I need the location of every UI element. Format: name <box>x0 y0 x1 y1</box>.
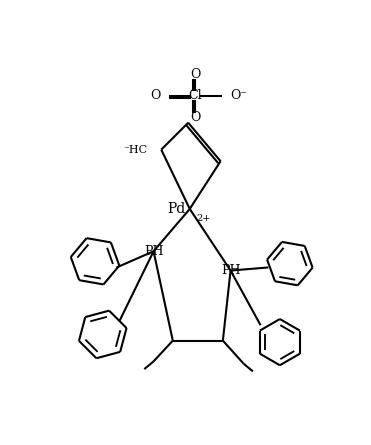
Text: 2+: 2+ <box>196 214 210 222</box>
Text: Pd: Pd <box>168 202 186 216</box>
Text: Cl: Cl <box>188 89 202 102</box>
Text: ⁻HC: ⁻HC <box>123 145 147 155</box>
Text: O⁻: O⁻ <box>230 89 247 102</box>
Text: O: O <box>190 111 200 124</box>
Text: PH: PH <box>144 245 163 258</box>
Text: O: O <box>190 68 200 81</box>
Text: PH: PH <box>221 264 240 277</box>
Text: O: O <box>150 89 161 102</box>
